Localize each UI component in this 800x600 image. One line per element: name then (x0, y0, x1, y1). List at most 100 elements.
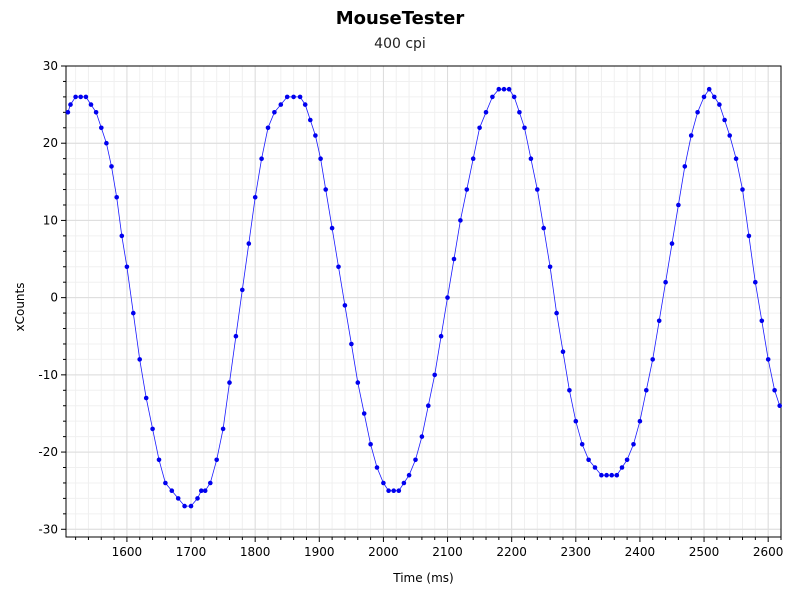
data-point (604, 472, 609, 478)
data-point (458, 218, 463, 223)
minor-gridlines (66, 65, 782, 537)
data-point (386, 488, 391, 494)
data-point (631, 442, 636, 447)
axis-ticks (61, 65, 782, 542)
data-point (501, 86, 507, 92)
data-point (451, 256, 457, 262)
data-point (233, 333, 239, 339)
x-tick-label: 2200 (496, 545, 527, 559)
data-point (272, 110, 277, 115)
data-point (308, 117, 313, 123)
data-point (99, 125, 104, 131)
data-point (284, 94, 290, 100)
data-point (592, 465, 598, 470)
data-point (374, 465, 380, 470)
data-point (396, 488, 402, 494)
data-point (349, 341, 354, 347)
data-point (644, 388, 649, 393)
data-point (477, 125, 482, 131)
data-point (78, 94, 83, 100)
data-point (586, 457, 591, 463)
data-point (93, 110, 99, 115)
data-point (313, 133, 318, 138)
data-point (547, 264, 553, 270)
data-point (208, 480, 213, 486)
data-point (413, 457, 418, 463)
data-point (740, 187, 745, 192)
data-point (302, 102, 308, 107)
data-point (119, 233, 125, 239)
data-points (65, 86, 782, 509)
data-point (406, 472, 412, 478)
data-point (432, 372, 438, 378)
data-point (753, 279, 758, 285)
data-point (464, 187, 470, 192)
x-tick-label: 2400 (625, 545, 656, 559)
x-tick-label: 1600 (112, 545, 143, 559)
data-point (567, 388, 572, 393)
data-point (706, 86, 712, 92)
data-point (483, 110, 489, 115)
data-point (579, 442, 585, 447)
data-point (240, 287, 245, 293)
data-point (109, 164, 114, 169)
data-point (318, 156, 323, 161)
data-point (220, 426, 226, 432)
data-point (560, 349, 566, 355)
chart-title: MouseTester (335, 8, 465, 29)
data-point (368, 442, 373, 447)
data-point (227, 380, 232, 385)
data-point (188, 503, 194, 509)
y-tick-label: 0 (50, 291, 58, 305)
data-point (163, 480, 168, 486)
data-point (329, 225, 335, 231)
data-point (246, 241, 252, 246)
data-point (733, 156, 739, 161)
data-point (573, 418, 579, 424)
data-point (175, 496, 181, 501)
data-point (124, 264, 130, 270)
data-point (278, 102, 284, 107)
data-point (535, 187, 540, 192)
data-point (765, 357, 771, 362)
data-point (777, 403, 782, 409)
y-tick-label: -30 (38, 522, 58, 536)
data-point (688, 133, 694, 138)
data-point (490, 94, 495, 100)
x-tick-label: 2300 (561, 545, 592, 559)
y-tick-label: -20 (38, 445, 58, 459)
data-point (727, 133, 732, 138)
data-point (682, 164, 688, 169)
data-point (150, 426, 155, 432)
data-point (355, 380, 361, 385)
plot-frame (65, 65, 782, 538)
data-point (554, 310, 559, 316)
data-point (772, 388, 777, 393)
data-point (252, 195, 258, 200)
x-tick-label: 1700 (176, 545, 207, 559)
data-point (137, 357, 142, 362)
data-point (342, 303, 348, 308)
data-point (717, 102, 722, 107)
data-point (676, 202, 681, 208)
data-point (83, 94, 89, 100)
data-point (522, 125, 527, 131)
x-tick-label: 1900 (304, 545, 335, 559)
data-point (265, 125, 271, 131)
data-point (361, 411, 367, 416)
x-tick-label: 2600 (753, 545, 784, 559)
y-tick-label: 30 (43, 59, 58, 73)
data-point (65, 110, 71, 115)
data-point (114, 195, 119, 200)
data-point (381, 480, 386, 486)
data-point (195, 496, 200, 501)
data-point (759, 318, 765, 324)
data-point (419, 434, 425, 439)
data-point (701, 94, 707, 100)
data-point (528, 156, 534, 161)
data-point (541, 225, 546, 231)
data-point (169, 488, 175, 494)
data-point (599, 472, 604, 478)
major-gridlines (66, 65, 781, 537)
